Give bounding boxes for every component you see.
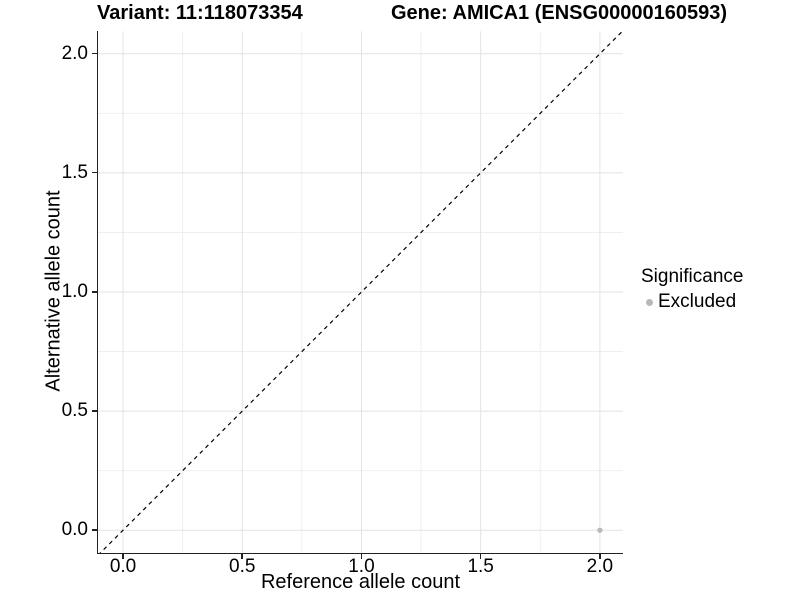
plot-canvas xyxy=(97,31,623,553)
y-axis-tick xyxy=(91,529,97,531)
y-tick-label: 0.0 xyxy=(61,518,88,540)
identity-reference-line xyxy=(98,31,623,553)
x-tick-label: 0.0 xyxy=(109,556,137,577)
plot-title-gene: Gene: AMICA1 (ENSG00000160593) xyxy=(391,2,728,24)
legend-item-excluded: Excluded xyxy=(641,291,743,313)
y-tick-label: 2.0 xyxy=(61,42,88,64)
x-axis-tick xyxy=(122,554,124,559)
x-tick-label: 1.0 xyxy=(348,556,375,577)
x-tick-label: 1.5 xyxy=(467,556,494,577)
y-axis-tick xyxy=(91,410,97,412)
x-axis-tick xyxy=(241,554,243,559)
y-tick-label: 1.0 xyxy=(61,280,88,302)
x-axis-tick xyxy=(479,554,482,559)
y-tick-label: 1.5 xyxy=(61,161,88,183)
y-axis-tick xyxy=(91,52,97,55)
legend: Significance Excluded xyxy=(641,265,743,313)
legend-item-label: Excluded xyxy=(658,291,737,312)
x-tick-label: 0.5 xyxy=(229,556,256,577)
y-axis-tick xyxy=(91,171,97,174)
x-axis-title: Reference allele count xyxy=(260,571,460,593)
y-axis-tick xyxy=(91,291,97,293)
x-tick-label: 2.0 xyxy=(586,556,614,577)
data-point xyxy=(596,527,602,533)
legend-title: Significance xyxy=(641,266,744,287)
x-axis-tick xyxy=(360,554,363,559)
excluded-dot-icon xyxy=(646,298,653,306)
plot-panel xyxy=(96,31,623,554)
x-axis-tick xyxy=(599,554,601,559)
plot-title-variant: Variant: 11:118073354 xyxy=(97,2,303,24)
y-tick-label: 0.5 xyxy=(61,399,88,421)
